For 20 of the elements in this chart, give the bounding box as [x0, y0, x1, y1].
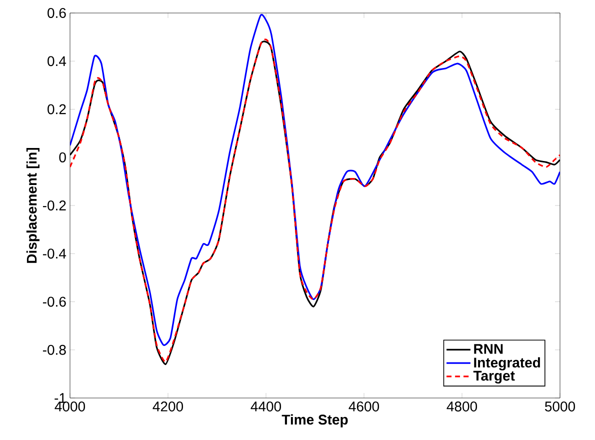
x-tick-label: 4800 — [446, 402, 478, 412]
legend-label: RNN — [474, 344, 503, 354]
legend-label: Integrated — [474, 357, 540, 370]
legend-label: Target — [473, 370, 515, 384]
y-tick-label: 0.2 — [48, 104, 66, 114]
x-tick-label: 4600 — [348, 402, 380, 412]
x-tick-label: 4000 — [54, 402, 86, 412]
y-tick-label: 0.4 — [48, 56, 66, 66]
y-tick-label: 0.6 — [48, 8, 66, 18]
y-tick-label: 0 — [59, 152, 66, 162]
x-tick-label: 4200 — [152, 402, 184, 412]
y-tick-label: -0.8 — [42, 344, 66, 355]
y-tick-label: -0.2 — [42, 200, 66, 210]
x-axis-title: Time Step — [282, 414, 348, 428]
y-axis-title: Displacement [in] — [26, 148, 40, 263]
x-tick-label: 4400 — [250, 402, 282, 412]
y-tick-label: -0.6 — [42, 296, 66, 307]
x-tick-label: 5000 — [544, 402, 576, 412]
y-tick-label: -1 — [54, 393, 66, 403]
y-tick-label: -0.4 — [42, 248, 66, 259]
